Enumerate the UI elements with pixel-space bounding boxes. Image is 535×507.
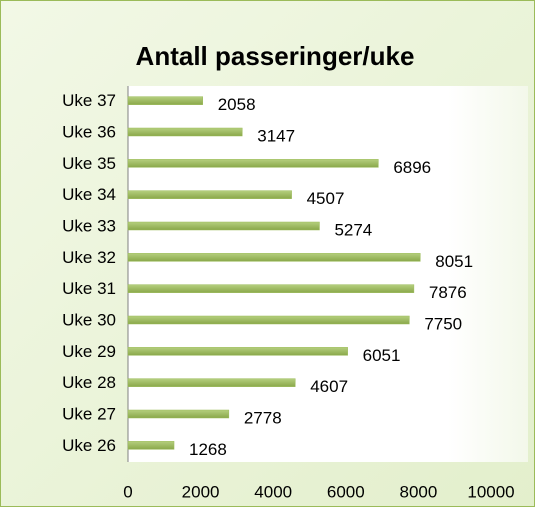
bar	[127, 284, 415, 293]
data-label: 4507	[307, 189, 345, 208]
bar	[127, 409, 230, 419]
data-label: 5274	[334, 220, 372, 239]
y-tick-label: Uke 34	[62, 185, 116, 204]
bar	[127, 253, 421, 262]
data-label: 7750	[424, 314, 462, 333]
y-tick-label: Uke 29	[62, 342, 116, 361]
y-tick-label: Uke 37	[62, 91, 116, 110]
data-label: 1268	[189, 440, 227, 459]
bar	[127, 378, 296, 387]
y-tick-label: Uke 28	[62, 373, 116, 392]
y-tick-label: Uke 32	[62, 248, 116, 267]
x-tick-label: 10000	[467, 482, 514, 501]
data-label: 6896	[393, 158, 431, 177]
y-tick-label: Uke 33	[62, 216, 116, 235]
x-tick-label: 4000	[254, 482, 292, 501]
bar	[127, 221, 320, 231]
x-tick-label: 2000	[182, 482, 220, 501]
y-tick-label: Uke 30	[62, 310, 116, 329]
y-tick-label: Uke 36	[62, 122, 116, 141]
chart-title: Antall passeringer/uke	[136, 41, 415, 71]
bar	[127, 127, 243, 137]
data-label: 4607	[310, 377, 348, 396]
data-label: 6051	[363, 346, 401, 365]
bar	[127, 315, 410, 325]
data-label: 7876	[429, 283, 467, 302]
x-tick-label: 0	[123, 482, 132, 501]
data-label: 3147	[257, 126, 295, 145]
x-tick-label: 8000	[399, 482, 437, 501]
bar	[127, 190, 292, 199]
y-tick-label: Uke 26	[62, 436, 116, 455]
x-tick-label: 6000	[327, 482, 365, 501]
data-label: 2778	[244, 408, 282, 427]
bar	[127, 347, 348, 356]
y-tick-label: Uke 35	[62, 154, 116, 173]
plot-area	[128, 86, 528, 462]
data-label: 2058	[218, 95, 256, 114]
data-label: 8051	[435, 252, 473, 271]
y-tick-label: Uke 27	[62, 404, 116, 423]
bar	[127, 96, 203, 105]
y-tick-label: Uke 31	[62, 279, 116, 298]
bar	[127, 159, 379, 168]
bar	[127, 441, 175, 450]
